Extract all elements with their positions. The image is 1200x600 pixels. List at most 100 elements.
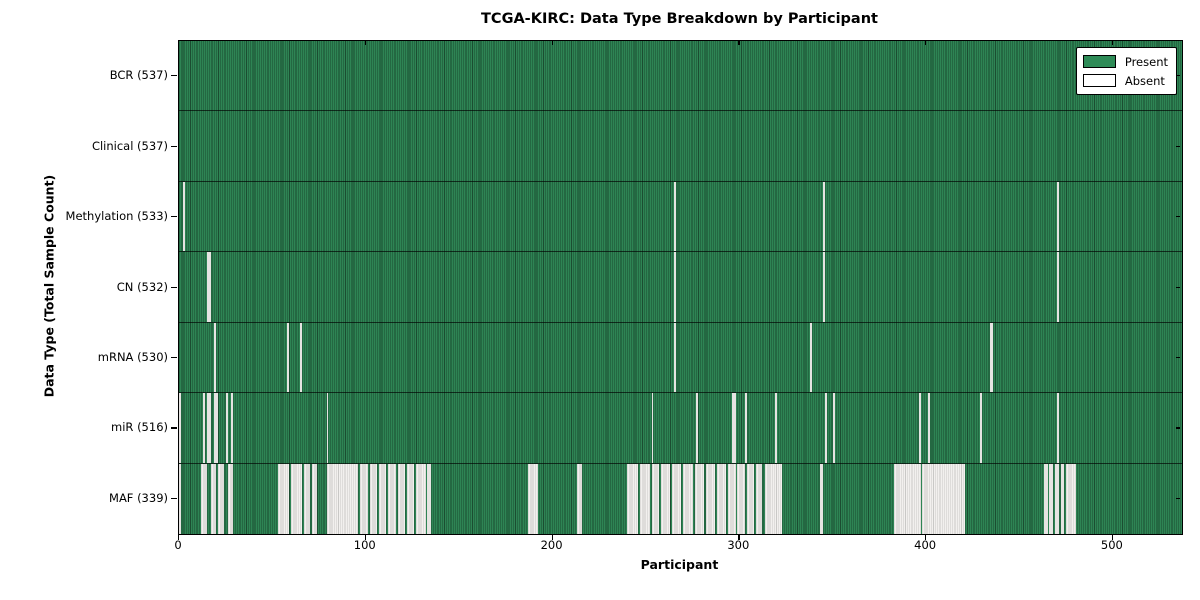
y-tick — [171, 497, 177, 499]
absent-segment — [1049, 463, 1054, 534]
absent-segment — [291, 463, 303, 534]
y-tick — [171, 427, 177, 429]
absent-segment — [1056, 252, 1059, 322]
absent-segment — [672, 463, 682, 534]
x-tick — [738, 535, 740, 540]
absent-segment — [832, 393, 835, 463]
absent-segment — [819, 463, 824, 534]
absent-segment — [528, 463, 538, 534]
absent-segment — [927, 393, 930, 463]
absent-segment — [1054, 463, 1059, 534]
absent-segment — [304, 463, 310, 534]
absent-segment — [231, 393, 234, 463]
absent-segment — [210, 463, 217, 534]
row-label-mrna: mRNA (530) — [97, 349, 168, 364]
x-tick-top — [364, 41, 366, 45]
y-tick — [171, 75, 177, 77]
absent-swatch — [1082, 74, 1116, 87]
present-swatch — [1082, 55, 1116, 68]
absent-segment — [378, 463, 387, 534]
x-tick — [551, 535, 553, 540]
legend-label-present: Present — [1124, 54, 1168, 69]
y-tick — [171, 145, 177, 147]
absent-segment — [746, 463, 755, 534]
absent-segment — [673, 252, 676, 322]
absent-segment — [673, 322, 676, 393]
absent-segment — [823, 252, 826, 322]
y-tick-right — [1176, 286, 1180, 288]
absent-segment — [214, 393, 219, 463]
absent-segment — [397, 463, 405, 534]
legend-item-absent: Absent — [1082, 71, 1168, 90]
absent-segment — [823, 181, 826, 252]
absent-segment — [683, 463, 693, 534]
absent-segment — [326, 463, 359, 534]
y-tick — [171, 216, 177, 218]
y-tick-right — [1176, 75, 1180, 77]
x-tick-top — [925, 41, 927, 45]
absent-segment — [218, 463, 224, 534]
absent-segment — [201, 463, 207, 534]
absent-segment — [416, 463, 426, 534]
absent-segment — [287, 322, 290, 393]
y-tick — [171, 286, 177, 288]
row-label-clinical: Clinical (537) — [91, 138, 168, 153]
row-cn — [179, 252, 1182, 323]
absent-segment — [1066, 463, 1076, 534]
row-methylation — [179, 181, 1182, 253]
x-tick-top — [1111, 41, 1114, 45]
absent-segment — [627, 463, 639, 534]
absent-segment — [369, 463, 377, 534]
absent-segment — [894, 463, 921, 534]
absent-segment — [716, 463, 727, 534]
absent-segment — [277, 463, 290, 534]
absent-segment — [737, 463, 745, 534]
absent-segment — [311, 463, 318, 534]
y-tick — [171, 356, 177, 359]
plot-area: Present Absent — [178, 40, 1183, 535]
absent-segment — [825, 393, 828, 463]
x-tick — [1111, 535, 1114, 540]
row-mrna — [179, 322, 1182, 394]
x-tick-top — [551, 41, 553, 45]
absent-segment — [360, 463, 368, 534]
absent-segment — [989, 322, 994, 393]
absent-segment — [300, 322, 303, 393]
x-tick-label: 500 — [1100, 538, 1123, 552]
absent-segment — [179, 393, 181, 463]
absent-segment — [1056, 393, 1059, 463]
absent-segment — [774, 393, 777, 463]
absent-segment — [179, 463, 181, 534]
x-tick-label: 0 — [174, 538, 182, 552]
x-tick-top — [178, 41, 180, 45]
absent-segment — [731, 393, 736, 463]
y-tick-right — [1176, 356, 1180, 359]
absent-segment — [182, 181, 185, 252]
absent-segment — [744, 393, 747, 463]
absent-segment — [576, 463, 583, 534]
row-label-cn: CN (532) — [116, 279, 168, 294]
x-tick — [364, 535, 366, 540]
row-bcr — [179, 41, 1182, 112]
row-label-bcr: BCR (537) — [109, 68, 168, 83]
absent-segment — [918, 393, 921, 463]
absent-segment — [227, 463, 234, 534]
legend-item-present: Present — [1082, 52, 1168, 71]
x-tick-label: 100 — [353, 538, 376, 552]
x-tick — [925, 535, 927, 540]
row-label-mir: miR (516) — [111, 420, 168, 435]
row-maf — [179, 463, 1182, 534]
x-tick-top — [738, 41, 740, 45]
absent-segment — [207, 252, 211, 322]
x-tick-label: 200 — [540, 538, 563, 552]
absent-segment — [214, 322, 217, 393]
y-tick-right — [1176, 497, 1180, 499]
absent-segment — [705, 463, 716, 534]
absent-segment — [1043, 463, 1048, 534]
y-tick-right — [1176, 216, 1180, 218]
absent-segment — [694, 463, 704, 534]
absent-segment — [673, 181, 676, 252]
y-tick-right — [1176, 145, 1180, 147]
absent-segment — [922, 463, 966, 534]
